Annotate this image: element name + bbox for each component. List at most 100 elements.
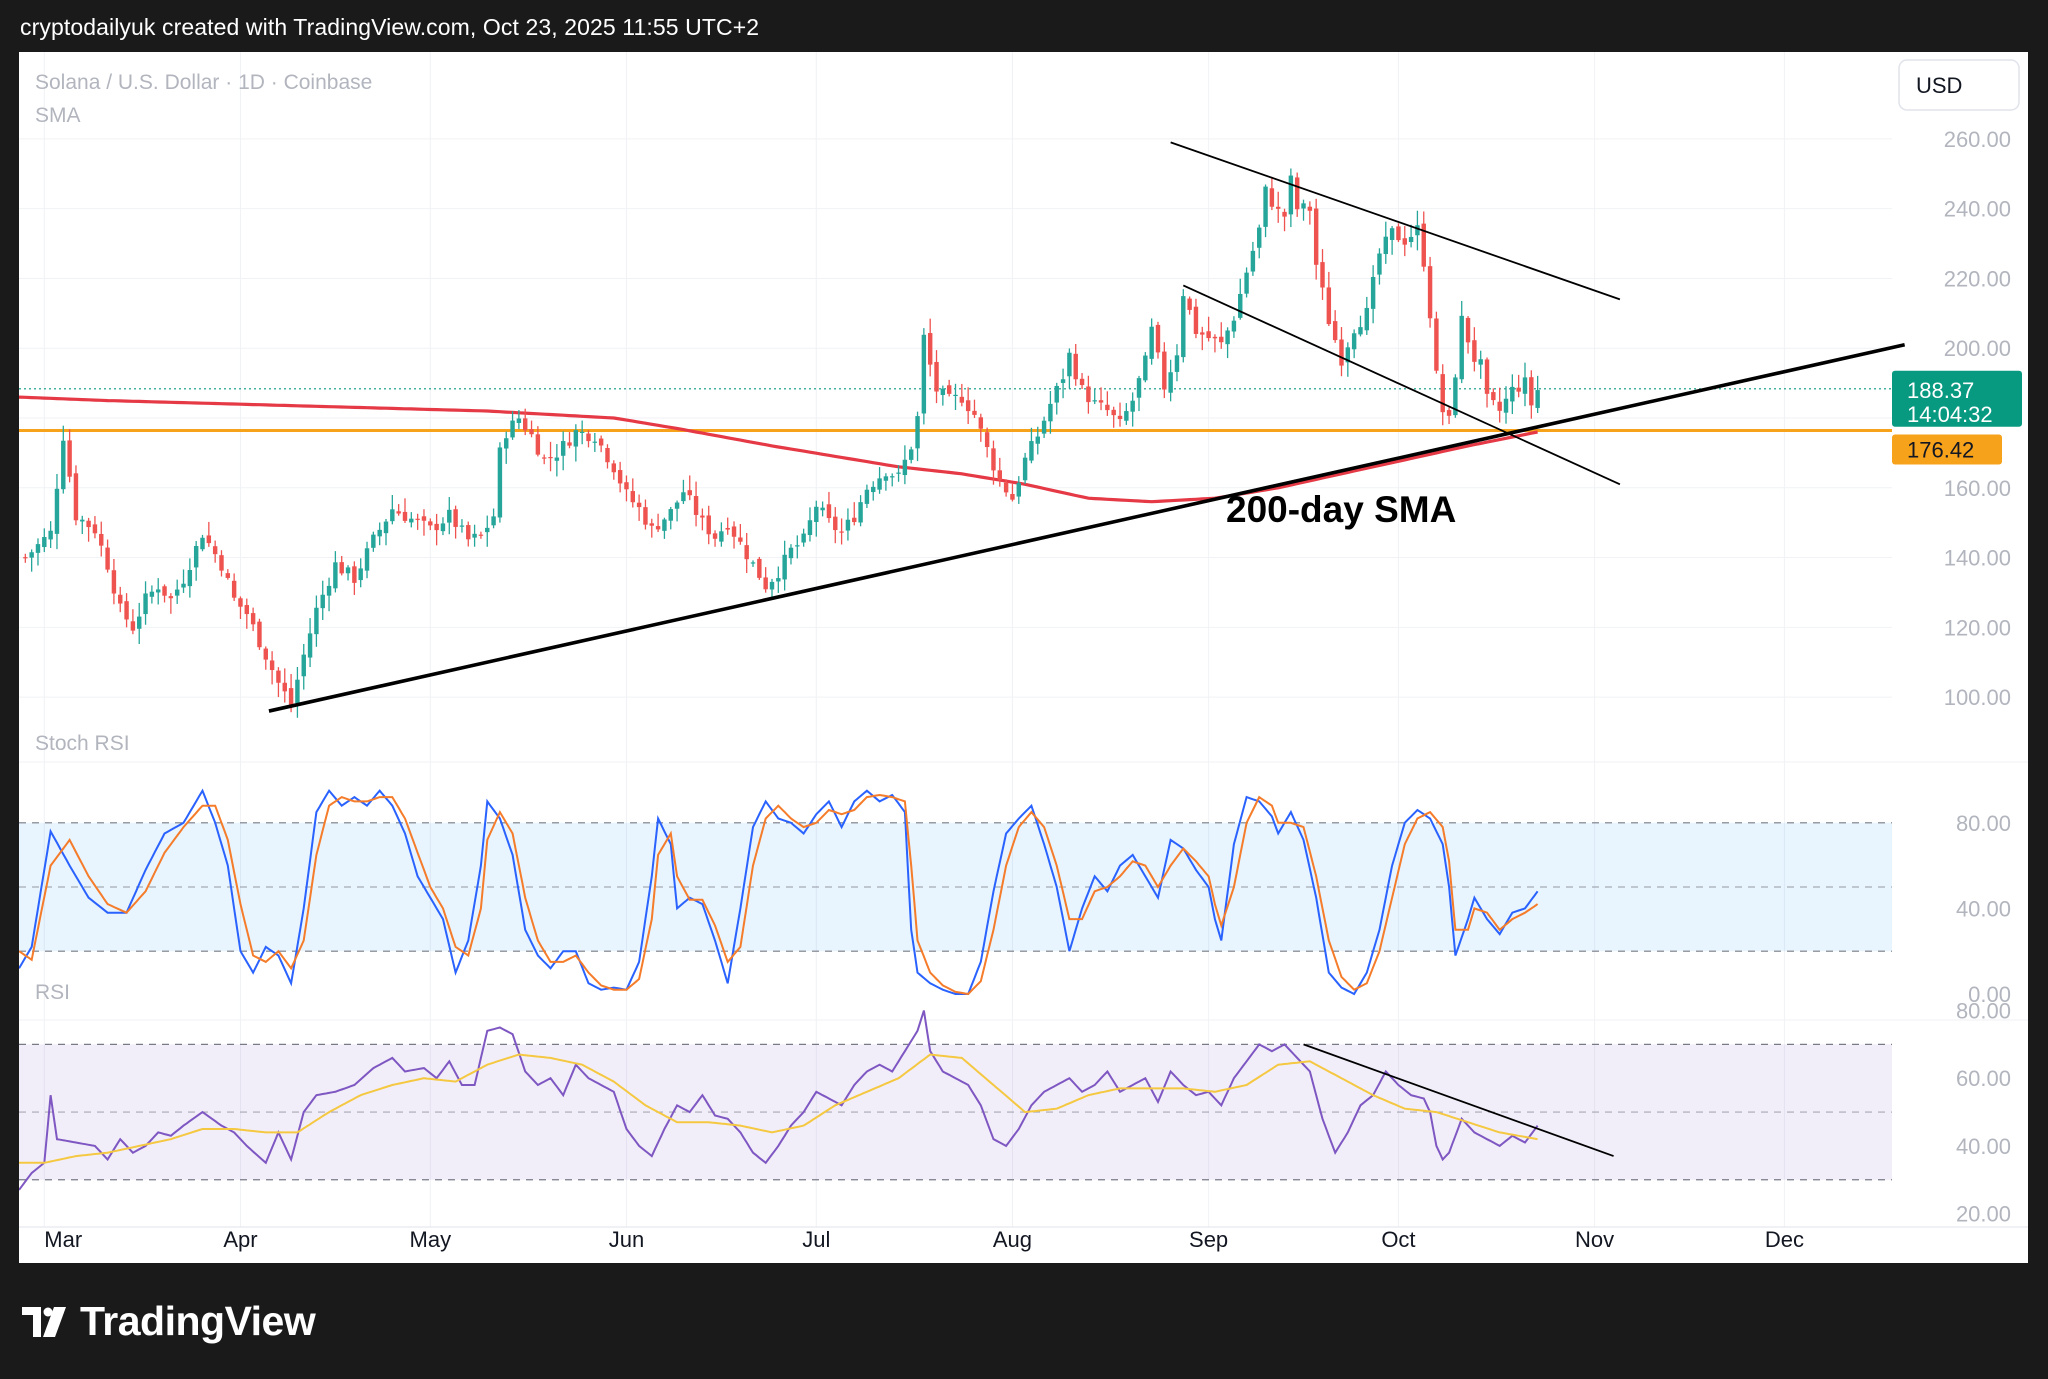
candle[interactable] xyxy=(681,479,686,505)
candle[interactable] xyxy=(883,473,889,491)
price-pane[interactable] xyxy=(19,141,1906,718)
candle[interactable] xyxy=(1339,327,1344,377)
candle[interactable] xyxy=(1238,278,1243,320)
candle[interactable] xyxy=(1313,198,1319,280)
candle[interactable] xyxy=(1086,375,1091,414)
candle[interactable] xyxy=(1529,370,1534,419)
candle[interactable] xyxy=(314,595,319,647)
candle[interactable] xyxy=(814,500,819,537)
candle[interactable] xyxy=(333,551,338,593)
candle[interactable] xyxy=(548,441,553,472)
candle[interactable] xyxy=(1503,386,1509,424)
candle[interactable] xyxy=(257,618,262,650)
candle[interactable] xyxy=(630,478,636,508)
candle[interactable] xyxy=(497,442,503,523)
candle[interactable] xyxy=(111,558,117,605)
candle[interactable] xyxy=(118,586,123,613)
candle[interactable] xyxy=(428,518,433,531)
candle[interactable] xyxy=(541,454,547,465)
candle[interactable] xyxy=(295,666,300,718)
candle[interactable] xyxy=(1415,210,1420,251)
candle[interactable] xyxy=(130,609,136,635)
candle[interactable] xyxy=(168,593,174,614)
candle[interactable] xyxy=(219,550,224,577)
candle[interactable] xyxy=(1181,289,1186,363)
candle[interactable] xyxy=(744,532,749,574)
candle[interactable] xyxy=(143,581,148,625)
candle[interactable] xyxy=(466,521,471,547)
candle[interactable] xyxy=(485,515,490,547)
candle[interactable] xyxy=(1402,225,1407,257)
candle[interactable] xyxy=(890,473,895,487)
candle[interactable] xyxy=(137,602,142,645)
candle[interactable] xyxy=(206,521,212,547)
candle[interactable] xyxy=(668,506,673,530)
candle[interactable] xyxy=(757,556,762,580)
candle[interactable] xyxy=(174,579,180,604)
candle[interactable] xyxy=(871,481,876,501)
candle[interactable] xyxy=(491,508,496,529)
candle[interactable] xyxy=(927,318,933,377)
candle[interactable] xyxy=(276,667,281,698)
candle[interactable] xyxy=(845,508,851,541)
candle[interactable] xyxy=(750,560,756,567)
channel-upper-trendline[interactable] xyxy=(1170,141,1621,301)
candle[interactable] xyxy=(1174,344,1180,382)
candle[interactable] xyxy=(1130,392,1135,427)
candle[interactable] xyxy=(579,420,585,445)
candle[interactable] xyxy=(383,518,389,546)
candle[interactable] xyxy=(624,475,629,502)
candle[interactable] xyxy=(972,399,977,418)
channel-lower-trendline[interactable] xyxy=(1182,284,1621,486)
candle[interactable] xyxy=(1168,359,1173,402)
candle[interactable] xyxy=(1377,248,1382,285)
candle[interactable] xyxy=(86,517,91,542)
candle[interactable] xyxy=(1244,267,1249,298)
candle[interactable] xyxy=(776,566,781,593)
candle[interactable] xyxy=(567,432,572,449)
candle[interactable] xyxy=(1041,416,1047,438)
candle[interactable] xyxy=(1459,300,1464,384)
candle[interactable] xyxy=(339,555,344,576)
candle[interactable] xyxy=(231,573,237,601)
candle[interactable] xyxy=(1516,374,1521,398)
candle[interactable] xyxy=(478,531,484,539)
candle[interactable] xyxy=(1301,199,1306,221)
candle[interactable] xyxy=(617,461,623,493)
candle[interactable] xyxy=(1478,350,1483,379)
candle[interactable] xyxy=(706,505,711,545)
candle[interactable] xyxy=(1225,327,1230,359)
candle[interactable] xyxy=(1250,241,1256,276)
candle[interactable] xyxy=(1092,388,1097,405)
candle[interactable] xyxy=(902,445,908,485)
candle[interactable] xyxy=(1035,426,1040,455)
candle[interactable] xyxy=(1326,271,1332,327)
candle[interactable] xyxy=(693,481,699,527)
candle[interactable] xyxy=(1060,368,1066,399)
candle[interactable] xyxy=(833,507,838,544)
candle[interactable] xyxy=(225,569,231,580)
candle[interactable] xyxy=(447,497,452,535)
candle[interactable] xyxy=(1048,390,1053,434)
candle[interactable] xyxy=(1497,387,1502,423)
candle[interactable] xyxy=(978,413,984,442)
candle[interactable] xyxy=(769,578,775,599)
candle[interactable] xyxy=(655,513,661,533)
candle[interactable] xyxy=(1421,211,1426,272)
candle[interactable] xyxy=(504,431,509,464)
candle[interactable] xyxy=(1193,298,1199,339)
rsi-pane[interactable] xyxy=(19,1010,1892,1191)
candle[interactable] xyxy=(67,429,72,483)
candle[interactable] xyxy=(1358,315,1363,337)
candle[interactable] xyxy=(200,534,205,552)
candle[interactable] xyxy=(35,538,41,566)
candle[interactable] xyxy=(453,505,458,539)
candle[interactable] xyxy=(1003,479,1009,497)
candle[interactable] xyxy=(1054,382,1059,415)
candle[interactable] xyxy=(788,544,794,565)
candle[interactable] xyxy=(54,473,60,550)
candle[interactable] xyxy=(155,578,161,605)
candle[interactable] xyxy=(1257,224,1262,259)
candle[interactable] xyxy=(915,411,920,462)
candle[interactable] xyxy=(864,484,870,508)
